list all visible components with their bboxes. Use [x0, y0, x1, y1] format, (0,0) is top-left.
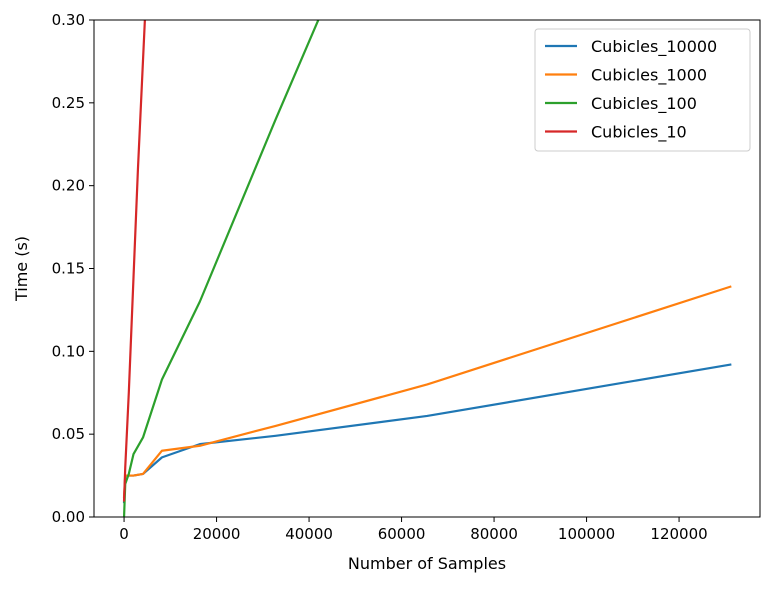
x-axis: 0 20000 40000 60000 80000 100000 120000	[119, 517, 708, 543]
y-tick-label: 0.20	[52, 177, 85, 195]
y-axis: 0.00 0.05 0.10 0.15 0.20 0.25 0.30	[52, 11, 94, 526]
legend-label: Cubicles_100	[591, 94, 697, 114]
y-tick-label: 0.30	[52, 11, 85, 29]
x-tick-label: 80000	[470, 525, 518, 543]
x-axis-label: Number of Samples	[348, 554, 506, 573]
x-tick-label: 20000	[193, 525, 241, 543]
x-tick-label: 100000	[558, 525, 615, 543]
x-tick-label: 120000	[650, 525, 707, 543]
x-tick-label: 60000	[378, 525, 426, 543]
legend-label: Cubicles_10000	[591, 37, 717, 57]
legend: Cubicles_10000 Cubicles_1000 Cubicles_100 C…	[534, 28, 751, 152]
series-line-cubicles-100	[122, 20, 320, 517]
series-line-cubicles-1000	[122, 285, 732, 499]
y-tick-label: 0.15	[52, 260, 85, 278]
y-tick-label: 0.05	[52, 425, 85, 443]
series-line-cubicles-10	[122, 20, 146, 502]
legend-label: Cubicles_10	[591, 123, 687, 143]
x-tick-label: 0	[119, 525, 129, 543]
x-tick-label: 40000	[285, 525, 333, 543]
legend-box	[534, 28, 751, 152]
y-tick-label: 0.10	[52, 342, 85, 360]
y-tick-label: 0.00	[52, 508, 85, 526]
y-axis-label: Time (s)	[12, 236, 31, 302]
series-layer	[122, 20, 732, 517]
y-tick-label: 0.25	[52, 94, 85, 112]
legend-label: Cubicles_1000	[591, 66, 707, 86]
